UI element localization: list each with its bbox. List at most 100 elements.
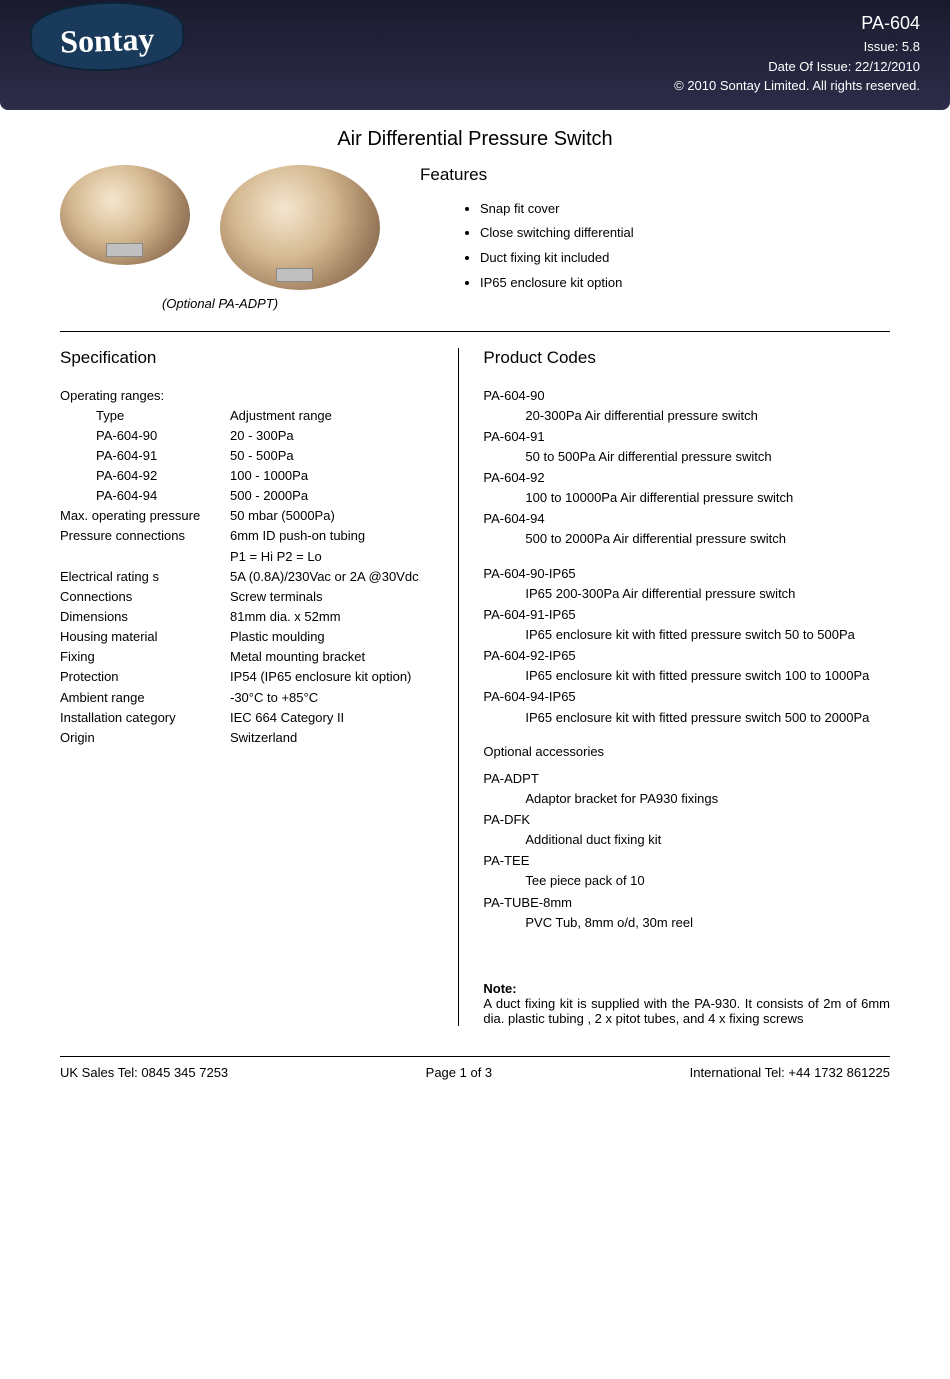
product-images-block: (Optional PA-ADPT) xyxy=(60,165,380,311)
brand-logo: Sontay xyxy=(29,0,186,74)
code-item: PA-604-94-IP65 IP65 enclosure kit with f… xyxy=(483,687,890,727)
issue-line: Issue: 5.8 xyxy=(674,37,920,57)
adjustment-header: Adjustment range xyxy=(230,406,434,426)
range-type: PA-604-92 xyxy=(60,466,230,486)
accessory-item: PA-DFK Additional duct fixing kit xyxy=(483,810,890,850)
accessory-item: PA-TEE Tee piece pack of 10 xyxy=(483,851,890,891)
spec-row: Max. operating pressure50 mbar (5000Pa) xyxy=(60,506,434,526)
spec-label: Housing material xyxy=(60,627,230,647)
spec-value: -30°C to +85°C xyxy=(230,688,434,708)
page-footer: UK Sales Tel: 0845 345 7253 Page 1 of 3 … xyxy=(0,1065,950,1100)
spec-value: Screw terminals xyxy=(230,587,434,607)
spec-value: P1 = Hi P2 = Lo xyxy=(230,547,434,567)
footer-uk-tel: UK Sales Tel: 0845 345 7253 xyxy=(60,1065,228,1080)
accessory-desc: Additional duct fixing kit xyxy=(483,830,890,850)
spec-value: 6mm ID push-on tubing xyxy=(230,526,434,546)
range-value: 20 - 300Pa xyxy=(230,426,434,446)
range-row: PA-604-92 100 - 1000Pa xyxy=(60,466,434,486)
accessory-code: PA-TUBE-8mm xyxy=(483,893,890,913)
code-desc: 500 to 2000Pa Air differential pressure … xyxy=(483,529,890,549)
section-divider xyxy=(60,331,890,332)
accessory-item: PA-ADPT Adaptor bracket for PA930 fixing… xyxy=(483,769,890,809)
spec-row: Installation categoryIEC 664 Category II xyxy=(60,708,434,728)
spec-row: ProtectionIP54 (IP65 enclosure kit optio… xyxy=(60,667,434,687)
logo-container: Sontay xyxy=(30,2,184,71)
spec-label: Max. operating pressure xyxy=(60,506,230,526)
product-image-1 xyxy=(60,165,190,265)
spec-table: Operating ranges: Type Adjustment range … xyxy=(60,386,434,749)
footer-page-number: Page 1 of 3 xyxy=(228,1065,689,1080)
spec-label: Fixing xyxy=(60,647,230,667)
spec-value: 81mm dia. x 52mm xyxy=(230,607,434,627)
feature-item: Snap fit cover xyxy=(480,197,890,222)
product-images-row xyxy=(60,165,380,290)
accessory-code: PA-TEE xyxy=(483,851,890,871)
features-block: Features Snap fit cover Close switching … xyxy=(420,165,890,311)
feature-item: IP65 enclosure kit option xyxy=(480,271,890,296)
note-block: Note: A duct fixing kit is supplied with… xyxy=(483,981,890,1026)
accessory-desc: Adaptor bracket for PA930 fixings xyxy=(483,789,890,809)
code-item: PA-604-91 50 to 500Pa Air differential p… xyxy=(483,427,890,467)
header-bar: Sontay PA-604 Issue: 5.8 Date Of Issue: … xyxy=(0,0,950,110)
range-type: PA-604-94 xyxy=(60,486,230,506)
code-item: PA-604-92-IP65 IP65 enclosure kit with f… xyxy=(483,646,890,686)
specification-column: Specification Operating ranges: Type Adj… xyxy=(60,348,458,1026)
code-code: PA-604-94-IP65 xyxy=(483,687,890,707)
code-code: PA-604-90-IP65 xyxy=(483,564,890,584)
codes-ip65-block: PA-604-90-IP65 IP65 200-300Pa Air differ… xyxy=(483,564,890,728)
range-value: 500 - 2000Pa xyxy=(230,486,434,506)
code-code: PA-604-91-IP65 xyxy=(483,605,890,625)
accessory-item: PA-TUBE-8mm PVC Tub, 8mm o/d, 30m reel xyxy=(483,893,890,933)
range-type: PA-604-91 xyxy=(60,446,230,466)
code-code: PA-604-91 xyxy=(483,427,890,447)
code-desc: IP65 enclosure kit with fitted pressure … xyxy=(483,625,890,645)
footer-divider xyxy=(60,1056,890,1057)
date-line: Date Of Issue: 22/12/2010 xyxy=(674,57,920,77)
product-image-2 xyxy=(220,165,380,290)
spec-label: Ambient range xyxy=(60,688,230,708)
image-caption: (Optional PA-ADPT) xyxy=(60,296,380,311)
spec-value: Switzerland xyxy=(230,728,434,748)
code-item: PA-604-91-IP65 IP65 enclosure kit with f… xyxy=(483,605,890,645)
code-desc: IP65 200-300Pa Air differential pressure… xyxy=(483,584,890,604)
spec-row: FixingMetal mounting bracket xyxy=(60,647,434,667)
spec-row: Housing materialPlastic moulding xyxy=(60,627,434,647)
footer-intl-tel: International Tel: +44 1732 861225 xyxy=(690,1065,890,1080)
spec-value: IP54 (IP65 enclosure kit option) xyxy=(230,667,434,687)
feature-item: Close switching differential xyxy=(480,221,890,246)
feature-item: Duct fixing kit included xyxy=(480,246,890,271)
spec-value: Plastic moulding xyxy=(230,627,434,647)
code-item: PA-604-90 20-300Pa Air differential pres… xyxy=(483,386,890,426)
code-code: PA-604-92 xyxy=(483,468,890,488)
code-desc: 100 to 10000Pa Air differential pressure… xyxy=(483,488,890,508)
spec-row: Dimensions81mm dia. x 52mm xyxy=(60,607,434,627)
spec-label xyxy=(60,547,230,567)
spec-label: Installation category xyxy=(60,708,230,728)
range-row: PA-604-90 20 - 300Pa xyxy=(60,426,434,446)
accessories-heading: Optional accessories xyxy=(483,744,890,759)
features-list: Snap fit cover Close switching different… xyxy=(420,197,890,296)
product-code: PA-604 xyxy=(674,10,920,37)
page-title: Air Differential Pressure Switch xyxy=(0,128,950,151)
spec-row: P1 = Hi P2 = Lo xyxy=(60,547,434,567)
spec-row: Pressure connections6mm ID push-on tubin… xyxy=(60,526,434,546)
note-text: A duct fixing kit is supplied with the P… xyxy=(483,996,890,1026)
code-desc: IP65 enclosure kit with fitted pressure … xyxy=(483,708,890,728)
note-label: Note: xyxy=(483,981,516,996)
range-row: PA-604-94 500 - 2000Pa xyxy=(60,486,434,506)
code-item: PA-604-92 100 to 10000Pa Air differentia… xyxy=(483,468,890,508)
code-desc: IP65 enclosure kit with fitted pressure … xyxy=(483,666,890,686)
copyright-line: © 2010 Sontay Limited. All rights reserv… xyxy=(674,76,920,96)
spec-value: 5A (0.8A)/230Vac or 2A @30Vdc xyxy=(230,567,434,587)
range-header: Type Adjustment range xyxy=(60,406,434,426)
spec-value: IEC 664 Category II xyxy=(230,708,434,728)
type-header: Type xyxy=(60,406,230,426)
header-meta: PA-604 Issue: 5.8 Date Of Issue: 22/12/2… xyxy=(674,10,920,96)
code-desc: 20-300Pa Air differential pressure switc… xyxy=(483,406,890,426)
top-section: (Optional PA-ADPT) Features Snap fit cov… xyxy=(0,165,950,321)
accessories-block: PA-ADPT Adaptor bracket for PA930 fixing… xyxy=(483,769,890,933)
two-column-body: Specification Operating ranges: Type Adj… xyxy=(0,348,950,1026)
spec-label: Operating ranges: xyxy=(60,386,164,406)
spec-label: Origin xyxy=(60,728,230,748)
codes-main-block: PA-604-90 20-300Pa Air differential pres… xyxy=(483,386,890,550)
